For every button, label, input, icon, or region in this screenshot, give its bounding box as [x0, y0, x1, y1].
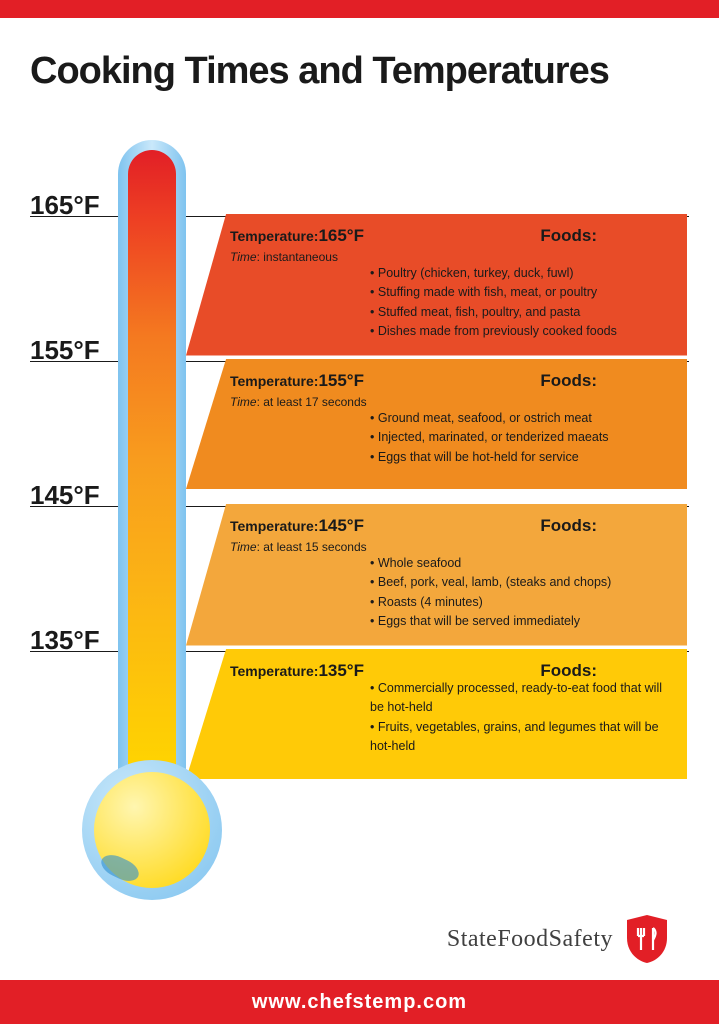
temperature-band: Temperature:165°F Time: instantaneous Food…	[186, 214, 687, 356]
foods-list-item: Poultry (chicken, turkey, duck, fuwl)	[370, 264, 669, 283]
band-temp-header: Temperature:165°F	[230, 226, 669, 246]
page-title: Cooking Times and Temperatures	[30, 50, 689, 93]
temp-label: 135°F	[30, 625, 100, 656]
foods-list-item: Roasts (4 minutes)	[370, 593, 669, 612]
foods-heading: Foods:	[540, 516, 597, 536]
band-temp-header: Temperature:145°F	[230, 516, 669, 536]
foods-list-item: Fruits, vegetables, grains, and legumes …	[370, 718, 669, 757]
footer-url: www.chefstemp.com	[252, 991, 467, 1014]
temp-label: 155°F	[30, 335, 100, 366]
temperature-band: Temperature:135°FFoods:Commercially proc…	[186, 649, 687, 779]
temp-label: 165°F	[30, 190, 100, 221]
foods-list-item: Whole seafood	[370, 554, 669, 573]
thermometer	[118, 140, 186, 900]
band-time: Time: at least 17 seconds	[230, 395, 669, 409]
footer-bar: www.chefstemp.com	[0, 980, 719, 1024]
band-temp-header: Temperature:135°F	[230, 661, 669, 681]
foods-list-item: Beef, pork, veal, lamb, (steaks and chop…	[370, 573, 669, 592]
band-temp-header: Temperature:155°F	[230, 371, 669, 391]
top-bar	[0, 0, 719, 18]
foods-heading: Foods:	[540, 661, 597, 681]
foods-list: Ground meat, seafood, or ostrich meatInj…	[370, 409, 669, 467]
foods-list-item: Stuffed meat, fish, poultry, and pasta	[370, 303, 669, 322]
foods-list: Whole seafoodBeef, pork, veal, lamb, (st…	[370, 554, 669, 632]
foods-list-item: Eggs that will be served immediately	[370, 612, 669, 631]
shield-icon	[625, 914, 669, 964]
foods-list: Commercially processed, ready-to-eat foo…	[370, 679, 669, 757]
band-time: Time: at least 15 seconds	[230, 540, 669, 554]
foods-list-item: Eggs that will be hot-held for service	[370, 448, 669, 467]
foods-list-item: Commercially processed, ready-to-eat foo…	[370, 679, 669, 718]
foods-list-item: Ground meat, seafood, or ostrich meat	[370, 409, 669, 428]
foods-list-item: Stuffing made with fish, meat, or poultr…	[370, 283, 669, 302]
foods-heading: Foods:	[540, 226, 597, 246]
temperature-band: Temperature:145°F Time: at least 15 secon…	[186, 504, 687, 646]
temp-label: 145°F	[30, 480, 100, 511]
foods-list-item: Dishes made from previously cooked foods	[370, 322, 669, 341]
brand-name: StateFoodSafety	[447, 926, 613, 953]
foods-heading: Foods:	[540, 371, 597, 391]
temperature-band: Temperature:155°F Time: at least 17 secon…	[186, 359, 687, 489]
brand: StateFoodSafety	[447, 914, 669, 964]
foods-list: Poultry (chicken, turkey, duck, fuwl)Stu…	[370, 264, 669, 342]
band-time: Time: instantaneous	[230, 250, 669, 264]
foods-list-item: Injected, marinated, or tenderized maeat…	[370, 428, 669, 447]
